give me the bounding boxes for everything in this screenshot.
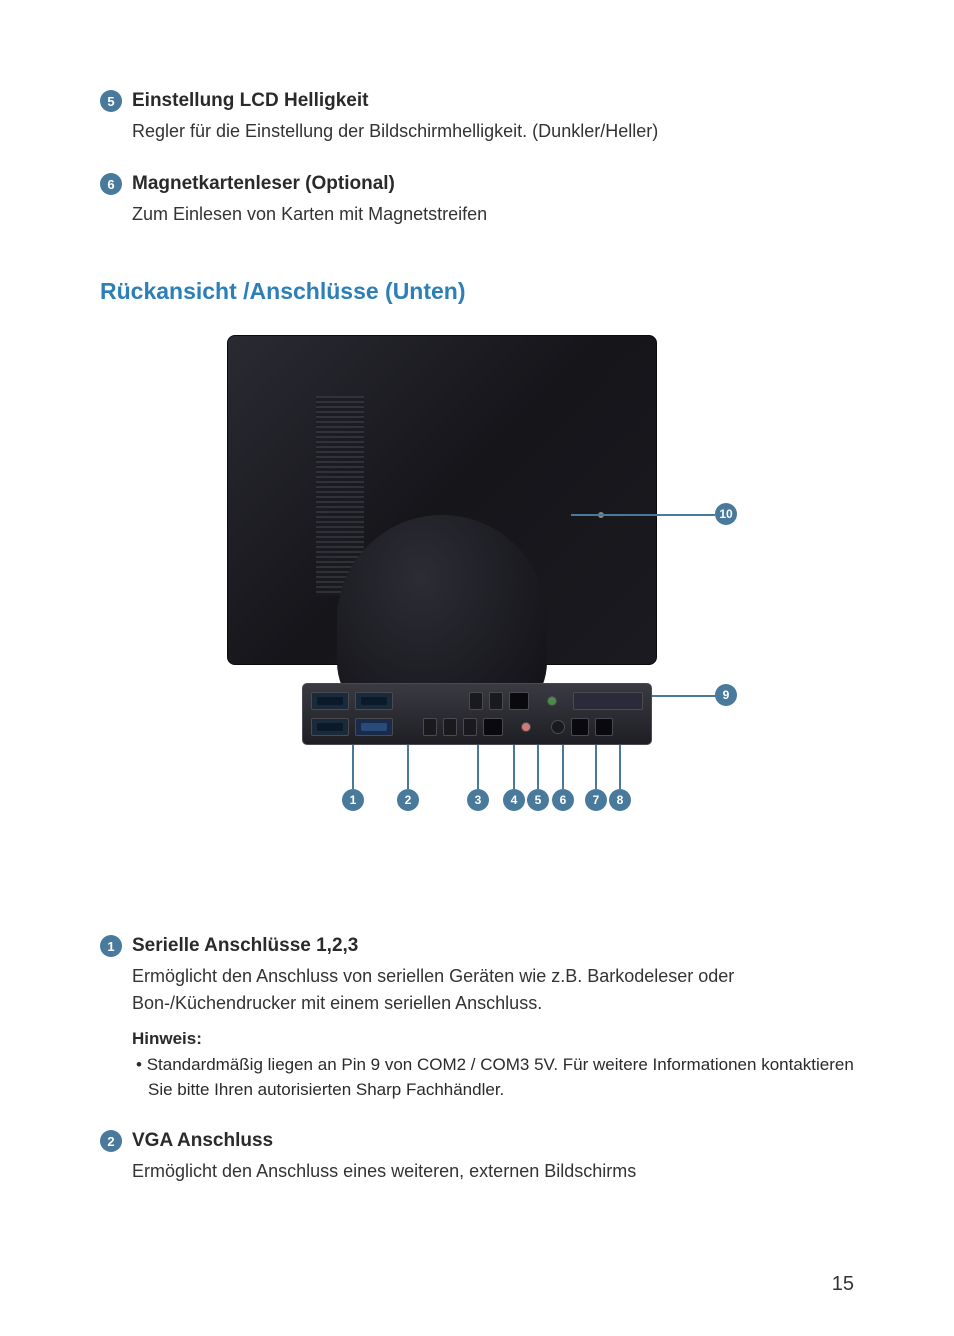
port-usb: [443, 718, 457, 736]
port-panel-illustration: [302, 683, 652, 745]
item-block: 6 Magnetkartenleser (Optional) Zum Einle…: [100, 173, 854, 228]
item-description: Regler für die Einstellung der Bildschir…: [100, 118, 854, 145]
callout-circle-8: 8: [609, 789, 631, 811]
item-block: 5 Einstellung LCD Helligkeit Regler für …: [100, 90, 854, 145]
port-com1: [311, 692, 349, 710]
callout-circle-6: 6: [552, 789, 574, 811]
port-power: [551, 720, 565, 734]
port-com3: [311, 718, 349, 736]
callout-circle-7: 7: [585, 789, 607, 811]
callout-line-1: [352, 745, 354, 789]
callout-line-4: [513, 745, 515, 789]
port-vga: [355, 718, 393, 736]
callout-line-2: [407, 745, 409, 789]
port-usb: [489, 692, 503, 710]
item-title: Einstellung LCD Helligkeit: [132, 90, 368, 112]
item-number-circle: 1: [100, 935, 122, 957]
callout-circle-9: 9: [715, 684, 737, 706]
page-number: 15: [832, 1273, 854, 1296]
callout-circle-10: 10: [715, 503, 737, 525]
item-description: Ermöglicht den Anschluss von seriellen G…: [100, 963, 854, 1017]
callout-line-3: [477, 745, 479, 789]
callout-circle-3: 3: [467, 789, 489, 811]
port-usb: [423, 718, 437, 736]
callout-line-8: [619, 745, 621, 789]
callout-line-5: [537, 745, 539, 789]
callout-line-9: [652, 695, 717, 697]
item-title: Serielle Anschlüsse 1,2,3: [132, 935, 358, 957]
callout-line-6: [562, 745, 564, 789]
section-heading: Rückansicht /Anschlüsse (Unten): [100, 278, 854, 305]
item-description: Zum Einlesen von Karten mit Magnetstreif…: [100, 201, 854, 228]
port-usb: [463, 718, 477, 736]
port-usb: [469, 692, 483, 710]
port-audio-out: [547, 696, 557, 706]
rear-view-diagram: 10 9 1 2 345678: [197, 335, 757, 875]
item-title: Magnetkartenleser (Optional): [132, 173, 395, 195]
callout-circle-4: 4: [503, 789, 525, 811]
callout-circle-5: 5: [527, 789, 549, 811]
callout-circle-2: 2: [397, 789, 419, 811]
port-com2: [355, 692, 393, 710]
port-parallel: [573, 692, 643, 710]
port-lan: [483, 718, 503, 736]
item-number-circle: 6: [100, 173, 122, 195]
port-lan: [509, 692, 529, 710]
item-block: 1 Serielle Anschlüsse 1,2,3 Ermöglicht d…: [100, 935, 854, 1102]
callout-line-10: [571, 514, 715, 516]
hinweis-title: Hinweis:: [132, 1029, 854, 1049]
item-number-circle: 2: [100, 1130, 122, 1152]
hinweis-text: Standardmäßig liegen an Pin 9 von COM2 /…: [132, 1053, 854, 1102]
port-misc: [595, 718, 613, 736]
port-audio-in: [521, 722, 531, 732]
callout-line-7: [595, 745, 597, 789]
callout-circle-1: 1: [342, 789, 364, 811]
item-number-circle: 5: [100, 90, 122, 112]
port-misc: [571, 718, 589, 736]
hinweis-block: Hinweis: Standardmäßig liegen an Pin 9 v…: [100, 1029, 854, 1102]
item-title: VGA Anschluss: [132, 1130, 273, 1152]
item-block: 2 VGA Anschluss Ermöglicht den Anschluss…: [100, 1130, 854, 1185]
item-description: Ermöglicht den Anschluss eines weiteren,…: [100, 1158, 854, 1185]
